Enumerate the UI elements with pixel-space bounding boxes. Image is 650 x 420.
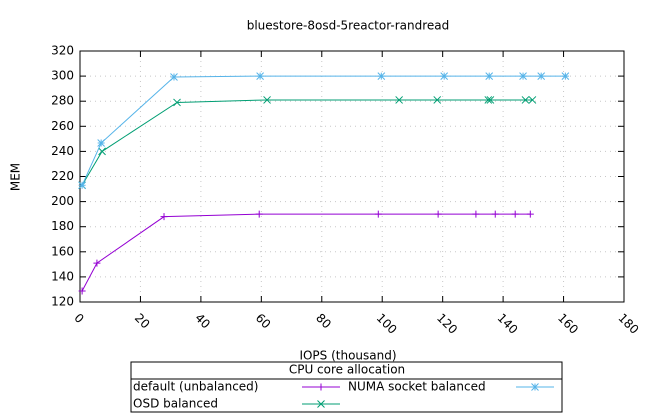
y-tick-label: 180 [51,219,74,233]
data-point [472,210,480,218]
data-point [173,98,181,107]
data-point [433,96,442,104]
data-point [377,72,386,80]
legend-marker [317,400,325,408]
data-point [374,210,382,218]
series-line [81,75,566,186]
y-tick-label: 160 [51,244,74,258]
y-tick-label: 300 [51,69,74,83]
y-axis-label: MEM [9,163,23,191]
data-point [537,72,546,80]
data-point [263,96,271,104]
y-tick-label: 280 [51,94,74,108]
legend-label: default (unbalanced) [133,380,258,394]
x-tick-label: 180 [615,311,641,337]
x-tick-label: 120 [434,311,460,337]
series-line [81,99,533,186]
plot-frame [79,50,625,303]
y-tick-label: 140 [51,269,74,283]
data-point [256,72,264,80]
data-point [78,181,86,190]
data-point [484,96,493,104]
y-tick-label: 260 [51,119,74,133]
data-point [395,96,404,104]
data-point [511,210,519,218]
data-point [528,96,537,104]
y-tick-label: 200 [51,194,74,208]
data-point [97,139,106,147]
x-tick-label: 100 [374,311,400,337]
legend-label: OSD balanced [133,397,218,411]
data-point [434,210,442,218]
data-point [160,213,168,221]
legend-label: NUMA socket balanced [348,380,486,394]
data-point [561,72,570,80]
x-tick-label: 160 [555,311,581,337]
y-tick-label: 240 [51,144,74,158]
data-point [485,72,494,80]
data-point [526,210,534,218]
x-tick-label: 140 [495,311,521,337]
data-point [521,96,530,104]
y-tick-label: 220 [51,169,74,183]
x-tick-label: 40 [192,311,213,332]
legend-marker [317,383,325,391]
legend-title: CPU core allocation [289,363,405,377]
data-point [486,96,495,104]
y-tick-label: 120 [51,295,74,309]
x-tick-label: 0 [71,311,86,326]
series-line [81,213,531,292]
data-point [491,210,499,218]
x-tick-label: 60 [253,311,274,332]
legend-marker [531,383,539,391]
data-point [93,259,101,267]
data-point [170,73,178,81]
data-point [440,72,449,80]
legend-box [130,361,563,413]
data-point [78,287,86,295]
x-tick-label: 20 [132,311,153,332]
x-tick-label: 80 [313,311,334,332]
chart-title: bluestore-8osd-5reactor-randread [247,19,450,33]
y-tick-label: 320 [51,44,74,58]
data-point [255,210,263,218]
x-axis-label: IOPS (thousand) [299,349,396,363]
data-point [98,147,106,156]
data-point [519,72,527,80]
